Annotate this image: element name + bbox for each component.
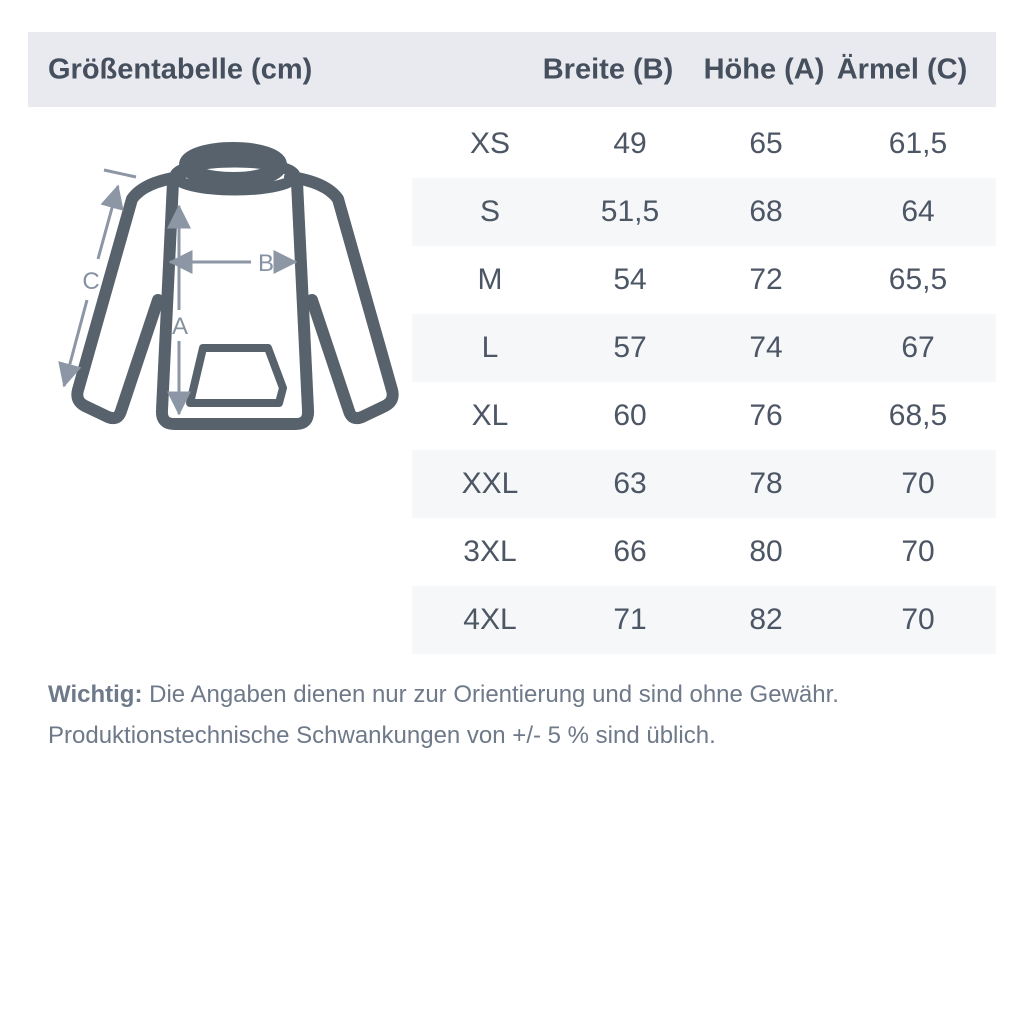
- size-cell: 3XL: [463, 535, 517, 568]
- aermel-cell: 68,5: [888, 399, 948, 432]
- size-cell: S: [479, 195, 500, 228]
- hoodie-body: [155, 176, 315, 430]
- disclaimer-line-1: Wichtig: Die Angaben dienen nur zur Orie…: [48, 674, 978, 715]
- table-row: XXL 63 78 70: [412, 450, 996, 518]
- size-table: XS 49 65 61,5 S 51,5 68 64 M 54 72 65,5 …: [412, 110, 996, 654]
- aermel-cell: 64: [901, 195, 935, 228]
- aermel-cell: 65,5: [888, 263, 948, 296]
- size-cell: XS: [469, 127, 511, 160]
- size-cell: 4XL: [463, 603, 517, 636]
- hoodie-measurement-diagram: A B C: [58, 142, 399, 430]
- label-a: A: [172, 313, 188, 340]
- breite-cell: 49: [613, 127, 647, 160]
- measurement-labels: A B C: [82, 250, 274, 340]
- hoodie-pocket: [186, 344, 287, 407]
- hoodie-collar: [169, 156, 301, 196]
- breite-cell: 63: [613, 467, 647, 500]
- breite-cell: 57: [613, 331, 647, 364]
- sleeve-measure-tick: [103, 168, 137, 179]
- column-header-aermel: Ärmel (C): [836, 53, 968, 85]
- table-row: 4XL 71 82 70: [412, 586, 996, 654]
- column-header-breite: Breite (B): [542, 53, 674, 85]
- hoehe-cell: 82: [749, 603, 783, 636]
- size-cell: M: [477, 263, 503, 296]
- breite-cell: 51,5: [600, 195, 660, 228]
- table-row: XL 60 76 68,5: [412, 382, 996, 450]
- hoehe-cell: 68: [749, 195, 783, 228]
- table-row: L 57 74 67: [412, 314, 996, 382]
- sleeve-arrow-upper: [96, 184, 124, 260]
- hoehe-cell: 74: [749, 331, 783, 364]
- disclaimer-prefix: Wichtig:: [48, 681, 143, 708]
- disclaimer-body: Die Angaben dienen nur zur Orientierung …: [142, 681, 839, 708]
- disclaimer-note: Wichtig: Die Angaben dienen nur zur Orie…: [48, 674, 978, 756]
- disclaimer-line-2: Produktionstechnische Schwankungen von +…: [48, 722, 716, 749]
- aermel-cell: 70: [901, 467, 935, 500]
- aermel-cell: 61,5: [888, 127, 948, 160]
- hoehe-cell: 78: [749, 467, 783, 500]
- breite-cell: 54: [613, 263, 647, 296]
- size-cell: XL: [471, 399, 509, 432]
- hoehe-cell: 76: [749, 399, 783, 432]
- breite-cell: 66: [613, 535, 647, 568]
- hoehe-cell: 80: [749, 535, 783, 568]
- aermel-cell: 70: [901, 603, 935, 636]
- hoodie-hood: [179, 142, 287, 188]
- page-title: Größentabelle (cm): [48, 53, 313, 85]
- hoehe-cell: 65: [749, 127, 783, 160]
- hoodie-left-sleeve: [71, 171, 186, 425]
- measurement-arrows: [58, 168, 298, 416]
- hoodie-outline-icon: [71, 142, 399, 430]
- table-row: S 51,5 68 64: [412, 178, 996, 246]
- table-row: 3XL 66 80 70: [412, 518, 996, 586]
- table-row: M 54 72 65,5: [412, 246, 996, 314]
- breite-cell: 71: [613, 603, 647, 636]
- sleeve-arrow-lower: [58, 299, 89, 388]
- breite-cell: 60: [613, 399, 647, 432]
- aermel-cell: 67: [901, 331, 935, 364]
- column-header-hoehe: Höhe (A): [703, 53, 825, 85]
- size-cell: L: [481, 331, 499, 364]
- table-row: XS 49 65 61,5: [412, 110, 996, 178]
- size-cell: XXL: [461, 467, 519, 500]
- hoodie-right-sleeve: [284, 171, 399, 425]
- aermel-cell: 70: [901, 535, 935, 568]
- label-b: B: [258, 250, 274, 277]
- label-c: C: [82, 268, 99, 295]
- hoehe-cell: 72: [749, 263, 783, 296]
- header-bar: Größentabelle (cm) Breite (B) Höhe (A) Ä…: [28, 32, 996, 107]
